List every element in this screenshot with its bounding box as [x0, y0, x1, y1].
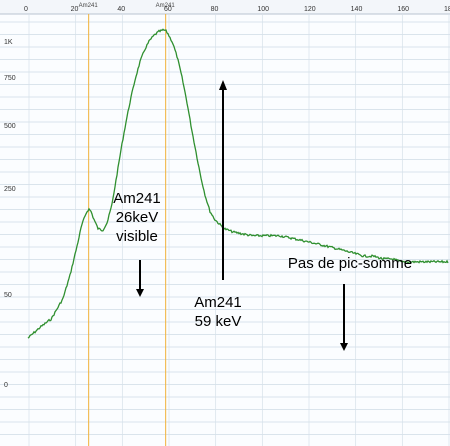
x-tick-label: 180 — [444, 6, 450, 13]
x-tick-label: 160 — [397, 6, 409, 13]
annotation-line: 26keV — [115, 209, 159, 226]
annotation-line: Pas de pic-somme — [287, 255, 413, 272]
marker-label: Am241 — [156, 3, 176, 9]
x-tick-label: 0 — [24, 6, 28, 13]
y-tick-label: 50 — [4, 292, 12, 299]
spectrum-series-line — [27, 28, 449, 339]
x-tick-label: 120 — [304, 6, 316, 13]
arrow-26kev-head — [136, 289, 144, 297]
x-tick-label: 60 — [164, 6, 172, 13]
y-tick-label: 1K — [4, 39, 13, 46]
arrow-59kev-head — [219, 80, 227, 90]
annotation-am241-59kev: Am241 59 keV — [182, 293, 254, 331]
x-tick-label: 100 — [257, 6, 269, 13]
y-tick-label: 250 — [4, 186, 16, 193]
marker-label: Am241 — [79, 3, 99, 9]
annotation-line: Am241 — [113, 190, 161, 207]
x-tick-label: 40 — [117, 6, 125, 13]
annotation-line: 59 keV — [194, 313, 242, 330]
annotation-line: Am241 — [194, 294, 242, 311]
x-tick-label: 80 — [211, 6, 219, 13]
x-tick-label: 140 — [351, 6, 363, 13]
y-tick-label: 0 — [4, 382, 8, 389]
x-tick-label: 20 — [71, 6, 79, 13]
arrow-pic-somme-head — [340, 343, 348, 351]
y-tick-label: 750 — [4, 75, 16, 82]
annotation-pas-de-pic-somme: Pas de pic-somme — [270, 254, 430, 273]
annotation-line: visible — [116, 228, 158, 245]
annotation-am241-26kev: Am241 26keV visible — [101, 189, 173, 246]
y-tick-label: 500 — [4, 123, 16, 130]
x-axis-strip — [0, 0, 450, 14]
